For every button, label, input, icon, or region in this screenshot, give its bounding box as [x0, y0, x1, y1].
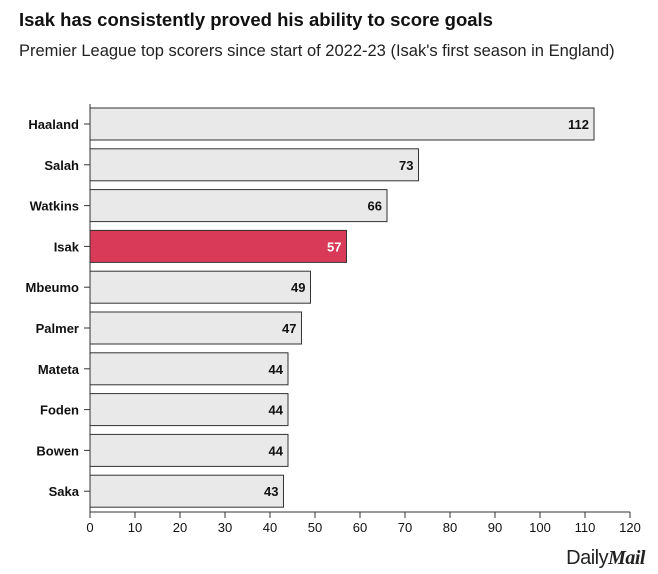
- value-label-mateta: 44: [269, 362, 284, 377]
- bar-saka: [89, 474, 284, 508]
- bar-haaland: [89, 107, 595, 141]
- value-label-isak: 57: [327, 239, 341, 254]
- chart-title: Isak has consistently proved his ability…: [19, 9, 493, 30]
- value-label-mbeumo: 49: [291, 280, 305, 295]
- bar-salah: [89, 148, 419, 182]
- x-tick-label-60: 60: [353, 520, 367, 535]
- x-tick-label-40: 40: [263, 520, 277, 535]
- category-label-haaland: Haaland: [28, 117, 79, 132]
- x-tick-label-50: 50: [308, 520, 322, 535]
- x-tick-label-80: 80: [443, 520, 457, 535]
- category-label-foden: Foden: [40, 403, 79, 418]
- bar-bowen: [89, 433, 289, 467]
- x-tick-label-120: 120: [619, 520, 641, 535]
- value-label-palmer: 47: [282, 321, 296, 336]
- bar-isak: [89, 229, 347, 263]
- bar-foden: [89, 393, 289, 427]
- x-tick-label-100: 100: [529, 520, 551, 535]
- x-tick-label-20: 20: [173, 520, 187, 535]
- category-label-bowen: Bowen: [36, 443, 79, 458]
- bar-palmer: [89, 311, 302, 345]
- category-label-saka: Saka: [49, 484, 80, 499]
- bar-watkins: [89, 189, 388, 223]
- x-tick-label-0: 0: [86, 520, 93, 535]
- value-label-haaland: 112: [568, 117, 589, 132]
- x-tick-label-110: 110: [575, 520, 596, 535]
- value-label-bowen: 44: [269, 443, 284, 458]
- logo-part-daily: Daily: [566, 547, 609, 569]
- category-label-mateta: Mateta: [38, 362, 80, 377]
- category-label-palmer: Palmer: [36, 321, 79, 336]
- chart-subtitle: Premier League top scorers since start o…: [19, 42, 615, 60]
- x-tick-label-30: 30: [218, 520, 232, 535]
- x-tick-label-10: 10: [128, 520, 142, 535]
- logo-part-mail: Mail: [608, 547, 645, 569]
- value-label-salah: 73: [399, 158, 413, 173]
- bar-mbeumo: [89, 270, 311, 304]
- value-label-saka: 43: [264, 484, 278, 499]
- bar-mateta: [89, 352, 289, 386]
- value-label-watkins: 66: [368, 199, 382, 214]
- category-label-mbeumo: Mbeumo: [26, 280, 80, 295]
- x-tick-label-90: 90: [488, 520, 502, 535]
- value-label-foden: 44: [269, 403, 284, 418]
- category-label-salah: Salah: [44, 158, 79, 173]
- category-label-watkins: Watkins: [30, 199, 79, 214]
- daily-mail-logo: DailyMail: [566, 547, 645, 570]
- x-tick-label-70: 70: [398, 520, 412, 535]
- category-label-isak: Isak: [54, 239, 80, 254]
